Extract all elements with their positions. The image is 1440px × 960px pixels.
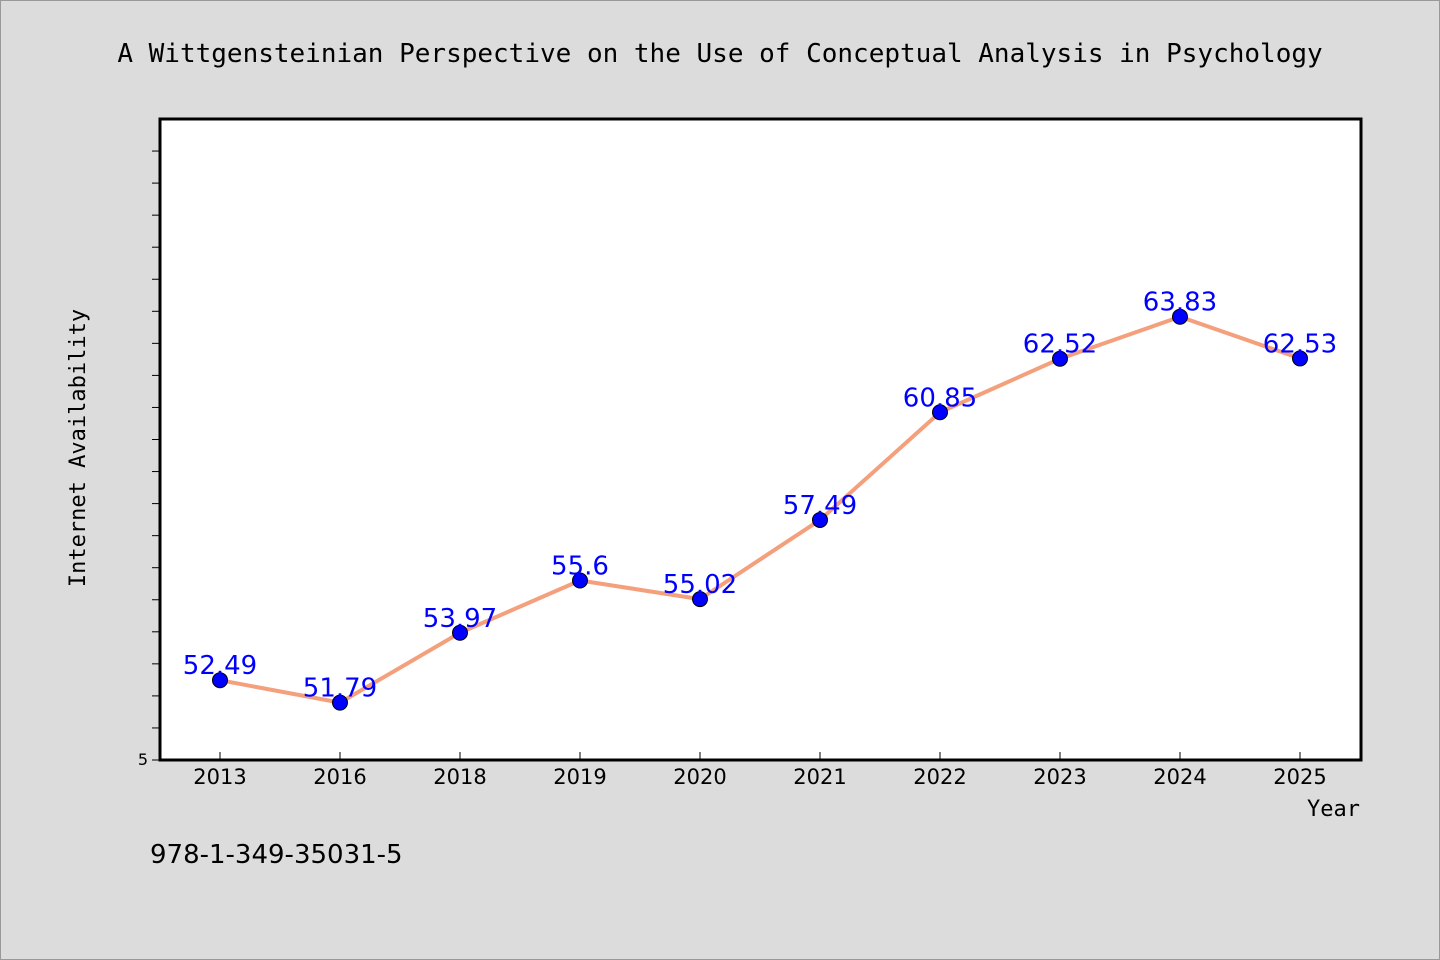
chart-title: A Wittgensteinian Perspective on the Use… [117, 39, 1322, 69]
data-point [332, 694, 348, 711]
y-tick-label: 5 [138, 750, 148, 769]
x-tick-label: 2023 [1033, 765, 1086, 789]
plot-area [158, 117, 1363, 762]
data-label: 63.83 [1143, 288, 1217, 318]
data-point [1292, 350, 1308, 367]
x-tick-label: 2022 [913, 765, 966, 789]
data-label: 62.53 [1263, 329, 1337, 359]
data-point [452, 624, 468, 641]
data-point [1172, 308, 1188, 325]
y-axis-ticks [152, 150, 160, 761]
data-label: 53.97 [423, 604, 497, 634]
data-label: 60.85 [903, 383, 977, 413]
series-line [219, 314, 1301, 705]
data-point [572, 572, 588, 589]
x-tick-label: 2018 [433, 765, 486, 789]
data-label: 57.49 [783, 491, 857, 521]
data-point [212, 672, 228, 689]
x-tick-label: 2025 [1273, 765, 1326, 789]
x-tick-label: 2019 [553, 765, 606, 789]
data-markers [212, 308, 1308, 711]
x-axis-label: Year [1307, 797, 1360, 822]
data-label: 55.02 [663, 570, 737, 600]
data-point [932, 404, 948, 421]
x-tick-label: 2021 [793, 765, 846, 789]
x-tick-label: 2024 [1153, 765, 1206, 789]
data-point [1052, 350, 1068, 367]
data-label: 55.6 [551, 552, 609, 582]
y-axis-label: Internet Availability [66, 309, 91, 587]
x-tick-label: 2013 [193, 765, 246, 789]
x-tick-label: 2020 [673, 765, 726, 789]
data-labels: 52.49 51.79 53.97 55.6 55.02 57.49 60.85 62.52 6… [183, 288, 1337, 704]
x-axis-ticks: 2013 2016 2018 2019 2020 2021 2022 2023 2024 2025 [193, 752, 1327, 789]
data-label: 51.79 [303, 674, 377, 704]
data-point [812, 511, 828, 528]
data-label: 52.49 [183, 651, 257, 681]
data-label: 62.52 [1023, 330, 1097, 360]
x-tick-label: 2016 [313, 765, 366, 789]
data-point [692, 591, 708, 608]
isbn-text: 978-1-349-35031-5 [150, 840, 403, 870]
